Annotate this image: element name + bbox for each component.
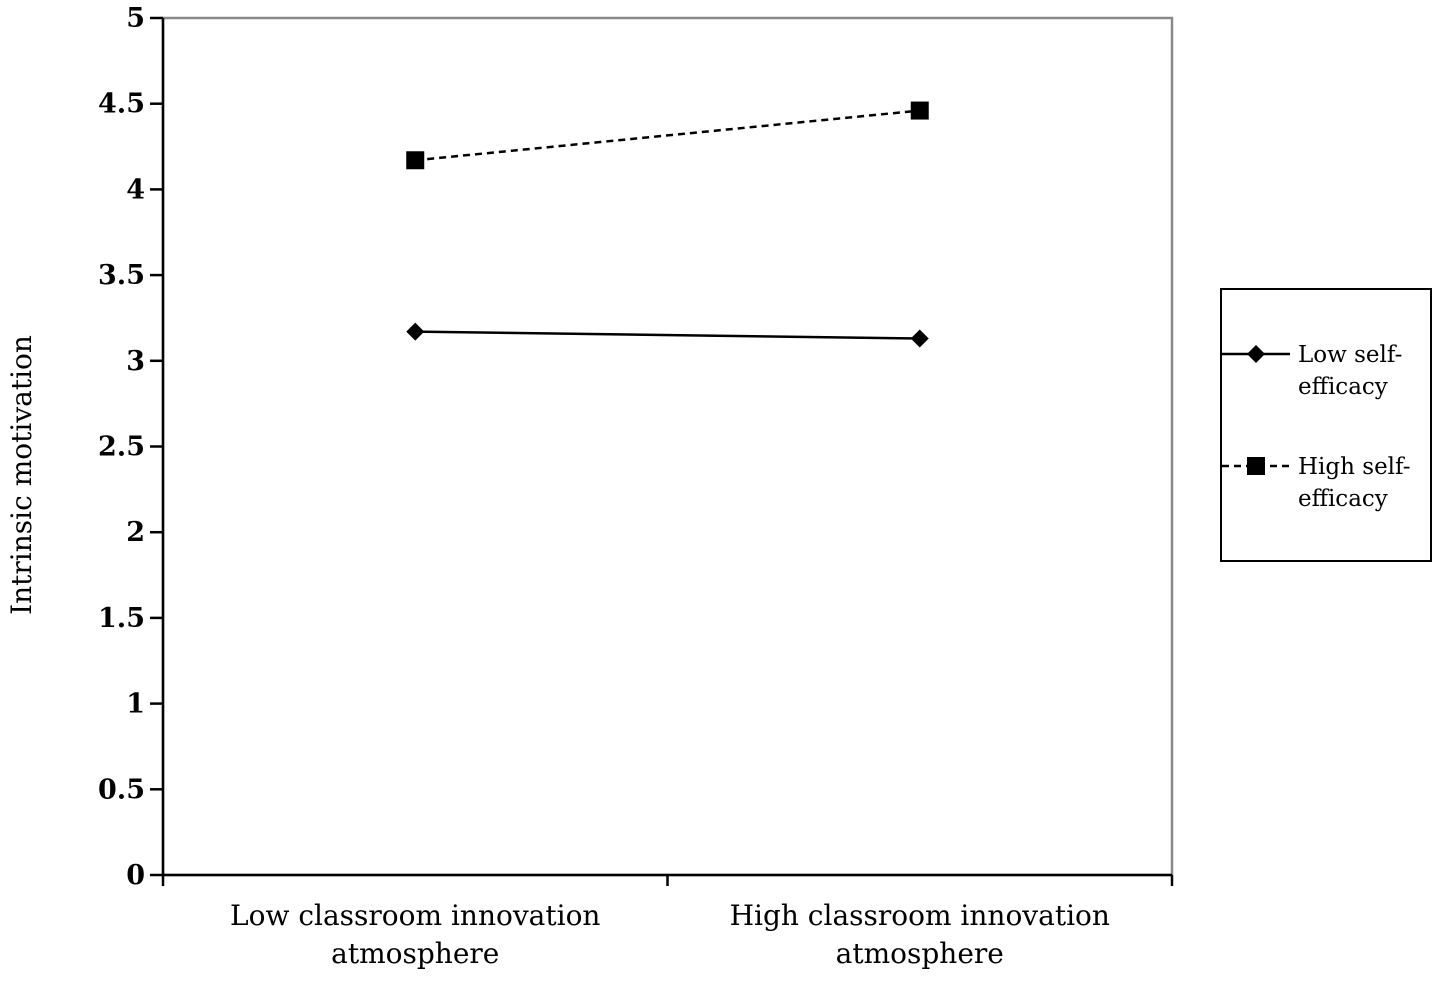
legend-label-line: High self- — [1298, 454, 1411, 480]
legend-marker — [1247, 345, 1265, 363]
series-0 — [406, 322, 929, 348]
data-point-marker — [910, 329, 929, 348]
legend-label-line: Low self- — [1298, 342, 1402, 368]
series-1 — [406, 101, 929, 170]
y-tick-label: 0 — [126, 860, 145, 891]
y-tick-label: 3 — [126, 346, 145, 377]
legend-label: Low self-efficacy — [1298, 342, 1402, 400]
plot-area-frame — [161, 16, 1174, 877]
data-point-marker — [910, 101, 929, 120]
x-tick-label: High classroom innovation atmosphere — [730, 899, 1110, 970]
legend-label: High self-efficacy — [1298, 454, 1411, 512]
y-axis-title: Intrinsic motivation — [5, 335, 38, 615]
y-tick-label: 2 — [126, 517, 145, 548]
y-tick-label: 0.5 — [98, 774, 145, 805]
y-tick-label: 2.5 — [98, 432, 145, 463]
data-point-marker — [406, 322, 425, 341]
y-tick-label: 4.5 — [98, 89, 145, 120]
data-point-marker — [406, 151, 425, 170]
y-tick-label: 1 — [126, 689, 145, 720]
y-tick-label: 4 — [126, 174, 145, 205]
x-tick-label-line: atmosphere — [331, 937, 499, 970]
x-tick-label-line: Low classroom innovation — [230, 899, 600, 932]
legend-label-line: efficacy — [1298, 374, 1388, 400]
legend-marker — [1247, 457, 1265, 475]
series-line — [415, 330, 920, 340]
series-layer — [406, 101, 929, 348]
y-axis-ticks: 0 0.5 1 1.5 2 2.5 3 3.5 4 4.5 5 — [98, 3, 163, 891]
legend-box — [1220, 288, 1432, 562]
legend-label-line: efficacy — [1298, 486, 1388, 512]
x-tick-label-line: High classroom innovation — [730, 899, 1110, 932]
series-line — [415, 109, 920, 162]
y-tick-label: 3.5 — [98, 260, 145, 291]
x-tick-label: Low classroom innovation atmosphere — [230, 899, 600, 970]
y-tick-label: 1.5 — [98, 603, 145, 634]
y-tick-label: 5 — [126, 3, 145, 34]
x-tick-label-line: atmosphere — [836, 937, 1004, 970]
